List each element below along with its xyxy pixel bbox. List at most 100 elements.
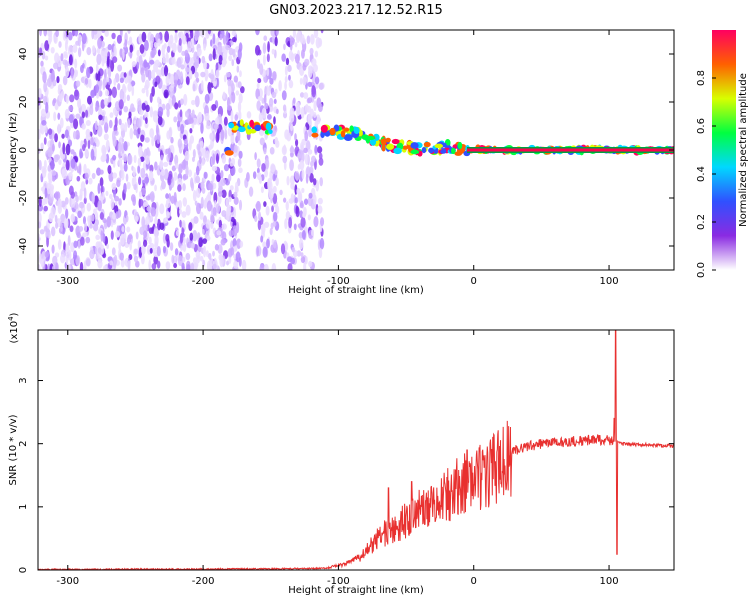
noise-blob — [76, 231, 81, 239]
noise-blob — [228, 229, 234, 237]
noise-blob — [262, 42, 267, 55]
noise-blob — [129, 241, 133, 251]
noise-blob — [100, 109, 106, 117]
noise-blob — [43, 30, 48, 37]
noise-blob — [135, 260, 140, 268]
noise-blob — [303, 198, 309, 205]
noise-blob — [165, 261, 171, 270]
noise-blob — [75, 194, 79, 203]
colorbar-label: Normalized spectral amplitude — [738, 73, 749, 227]
noise-blob — [182, 197, 188, 207]
noise-blob — [281, 90, 287, 101]
noise-blob — [126, 226, 131, 233]
noise-blob — [288, 79, 294, 89]
noise-blob — [207, 183, 213, 191]
noise-blob — [225, 198, 229, 208]
noise-blob — [256, 100, 261, 111]
noise-blob — [248, 186, 254, 197]
noise-blob — [132, 176, 137, 185]
snr-x-axis-label: Height of straight line (km) — [288, 585, 424, 596]
noise-blob — [185, 260, 191, 270]
noise-blob — [103, 148, 106, 159]
noise-blob — [72, 130, 77, 140]
noise-blob — [106, 243, 110, 249]
noise-blob — [42, 167, 47, 174]
noise-blob — [167, 176, 172, 186]
noise-blob — [199, 211, 204, 220]
noise-blob — [154, 161, 158, 171]
signal-blob — [268, 129, 273, 135]
noise-blob — [132, 167, 136, 177]
noise-blob — [57, 83, 63, 92]
noise-blob — [283, 144, 287, 154]
noise-blob — [246, 111, 252, 119]
noise-blob — [70, 213, 75, 223]
noise-blob — [265, 205, 270, 216]
noise-blob — [181, 211, 187, 218]
noise-blob — [88, 78, 92, 89]
noise-blob — [289, 151, 294, 158]
noise-blob — [302, 76, 307, 86]
spectrogram-y-tick-label: -20 — [18, 190, 29, 206]
noise-blob — [54, 214, 58, 223]
noise-blob — [299, 202, 304, 209]
noise-blob — [228, 173, 232, 182]
noise-blob — [301, 49, 305, 59]
noise-blob — [147, 69, 152, 81]
noise-blob — [79, 148, 83, 159]
noise-blob — [171, 254, 175, 264]
noise-blob — [264, 221, 270, 228]
noise-blob — [133, 129, 138, 136]
noise-blob — [97, 37, 102, 49]
noise-blob — [57, 239, 62, 250]
noise-blob — [139, 198, 144, 207]
noise-blob — [294, 133, 297, 141]
noise-blob — [214, 123, 219, 130]
noise-blob — [50, 226, 56, 237]
signal-blob — [349, 125, 354, 133]
signal-blob — [238, 126, 246, 133]
noise-blob — [241, 259, 247, 270]
noise-blob — [150, 40, 153, 50]
noise-blob — [49, 186, 54, 198]
noise-blob — [165, 52, 169, 63]
noise-blob — [287, 256, 293, 263]
snr-y-ticks: 0 1 2 3 — [18, 377, 674, 573]
noise-blob — [303, 261, 307, 270]
noise-blob — [156, 134, 161, 145]
noise-blob — [104, 122, 109, 133]
noise-blob — [192, 117, 198, 126]
noise-blob — [234, 114, 239, 121]
noise-blob — [144, 176, 150, 184]
noise-blob — [170, 136, 174, 144]
snr-series-line — [38, 330, 674, 570]
noise-blob — [181, 34, 187, 45]
noise-blob — [53, 154, 59, 163]
noise-blob — [59, 117, 64, 129]
noise-blob — [298, 231, 303, 239]
noise-blob — [148, 170, 154, 182]
noise-blob — [70, 149, 75, 155]
noise-blob — [200, 71, 206, 78]
noise-blob — [44, 124, 48, 134]
noise-blob — [181, 219, 186, 230]
noise-blob — [289, 113, 295, 123]
noise-blob — [116, 179, 121, 188]
noise-blob — [86, 67, 91, 79]
noise-blob — [317, 205, 323, 214]
noise-blob — [182, 183, 186, 192]
noise-blob — [38, 97, 41, 106]
noise-blob — [292, 30, 297, 39]
noise-blob — [62, 75, 68, 86]
noise-blob — [95, 63, 99, 74]
noise-blob — [149, 128, 155, 138]
noise-blob — [280, 243, 286, 255]
noise-blob — [194, 200, 198, 206]
noise-blob — [289, 175, 295, 186]
noise-blob — [228, 85, 232, 95]
noise-blob — [192, 189, 197, 202]
noise-blob — [54, 191, 59, 200]
noise-blob — [228, 196, 232, 203]
noise-blob — [205, 250, 209, 258]
